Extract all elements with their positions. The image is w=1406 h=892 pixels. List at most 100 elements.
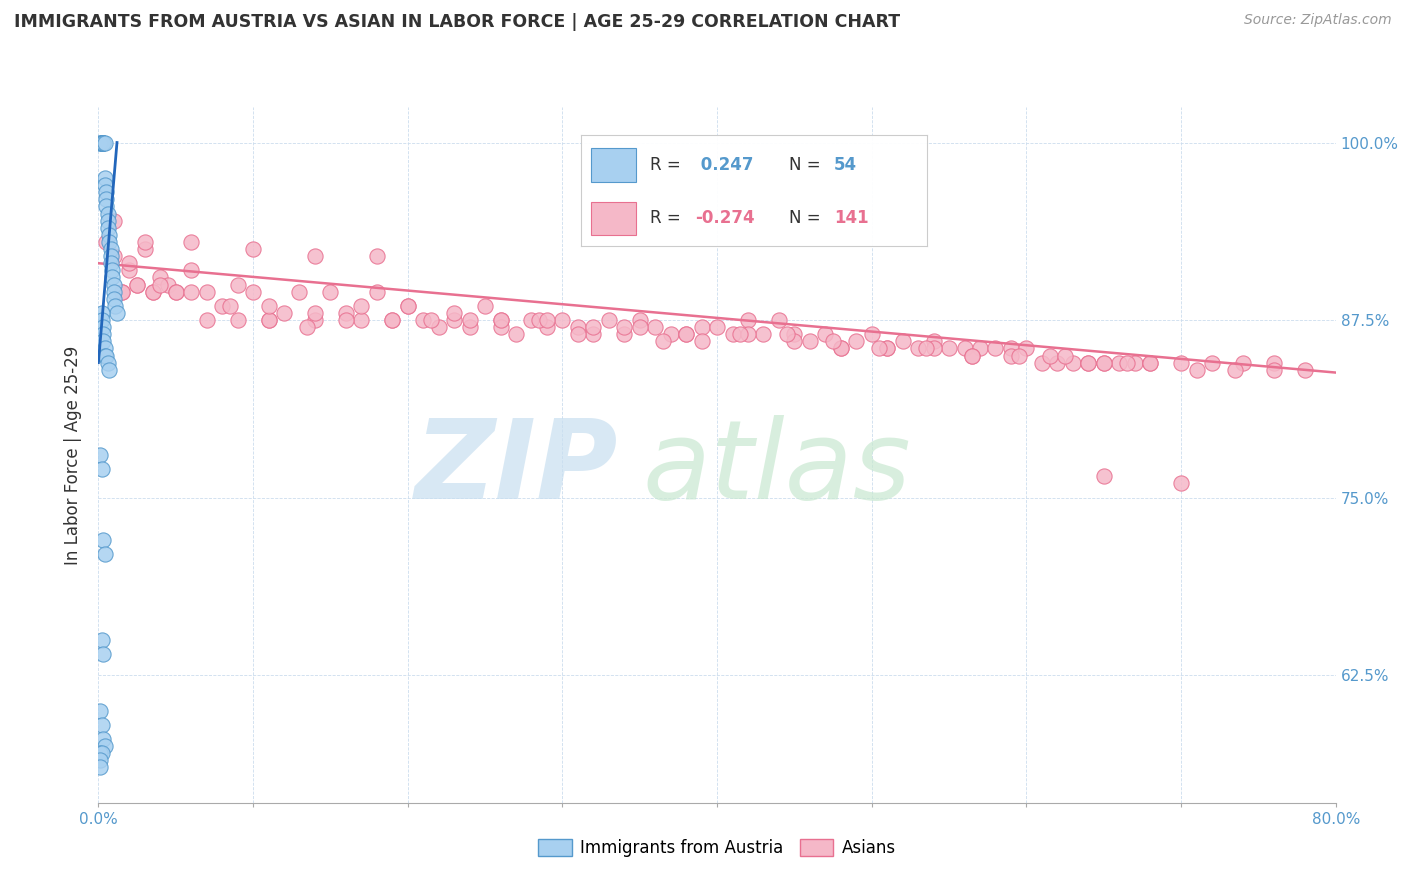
Point bbox=[91, 136, 114, 150]
Point bbox=[628, 320, 651, 334]
Point bbox=[297, 320, 319, 334]
Point bbox=[419, 313, 441, 327]
Point bbox=[118, 256, 141, 270]
Point bbox=[103, 277, 125, 292]
Point bbox=[915, 342, 938, 356]
Point bbox=[180, 263, 202, 277]
Text: R =: R = bbox=[650, 210, 686, 227]
Point bbox=[242, 285, 264, 299]
Point bbox=[706, 320, 728, 334]
Point bbox=[443, 306, 465, 320]
Point bbox=[768, 313, 790, 327]
Point bbox=[1263, 356, 1285, 370]
Point bbox=[529, 313, 551, 327]
Point bbox=[127, 277, 149, 292]
Point bbox=[90, 746, 112, 760]
Point bbox=[1185, 362, 1208, 376]
Point bbox=[1170, 356, 1192, 370]
Point bbox=[962, 349, 984, 363]
Text: IMMIGRANTS FROM AUSTRIA VS ASIAN IN LABOR FORCE | AGE 25-29 CORRELATION CHART: IMMIGRANTS FROM AUSTRIA VS ASIAN IN LABO… bbox=[14, 13, 900, 31]
Point bbox=[412, 313, 434, 327]
Point bbox=[89, 704, 111, 718]
Point bbox=[613, 327, 636, 342]
Point bbox=[304, 306, 326, 320]
Point bbox=[443, 313, 465, 327]
Point bbox=[90, 306, 112, 320]
Point bbox=[350, 313, 373, 327]
Point bbox=[96, 192, 118, 206]
Point bbox=[149, 270, 172, 285]
Point bbox=[1000, 342, 1022, 356]
Point bbox=[1116, 356, 1139, 370]
Point bbox=[134, 242, 156, 256]
Point bbox=[628, 313, 651, 327]
Point bbox=[93, 349, 115, 363]
Point bbox=[1223, 362, 1247, 376]
Point bbox=[821, 334, 844, 349]
Text: ZIP: ZIP bbox=[415, 416, 619, 523]
Point bbox=[91, 327, 114, 342]
Text: 141: 141 bbox=[834, 210, 869, 227]
Point bbox=[97, 213, 120, 227]
Point bbox=[180, 285, 202, 299]
Point bbox=[690, 320, 713, 334]
Point bbox=[458, 313, 481, 327]
Point bbox=[799, 334, 821, 349]
Point bbox=[721, 327, 744, 342]
Point bbox=[195, 285, 218, 299]
Point bbox=[211, 299, 233, 313]
Point bbox=[350, 299, 373, 313]
Point bbox=[118, 263, 141, 277]
Point bbox=[257, 313, 280, 327]
Point bbox=[1294, 362, 1316, 376]
Point bbox=[1062, 356, 1084, 370]
Point bbox=[613, 320, 636, 334]
Point bbox=[1077, 356, 1099, 370]
Point bbox=[1139, 356, 1161, 370]
Point bbox=[98, 235, 121, 249]
Point bbox=[659, 327, 682, 342]
Point bbox=[520, 313, 543, 327]
Point bbox=[91, 136, 114, 150]
Point bbox=[91, 136, 114, 150]
Point bbox=[89, 753, 111, 767]
Point bbox=[730, 327, 752, 342]
Point bbox=[226, 313, 249, 327]
Point bbox=[100, 256, 122, 270]
Point bbox=[876, 342, 898, 356]
Point bbox=[100, 242, 122, 256]
Point bbox=[1123, 356, 1146, 370]
Point bbox=[91, 320, 114, 334]
Point bbox=[1031, 356, 1053, 370]
Point bbox=[105, 306, 128, 320]
Point bbox=[91, 731, 114, 746]
Point bbox=[1077, 356, 1099, 370]
Point bbox=[1038, 349, 1062, 363]
Point bbox=[567, 327, 589, 342]
Point bbox=[962, 349, 984, 363]
Point bbox=[90, 462, 112, 476]
Point bbox=[104, 299, 127, 313]
Y-axis label: In Labor Force | Age 25-29: In Labor Force | Age 25-29 bbox=[65, 345, 83, 565]
Point bbox=[96, 349, 118, 363]
Point bbox=[93, 178, 115, 193]
Point bbox=[783, 327, 806, 342]
Point bbox=[536, 313, 558, 327]
Point bbox=[257, 313, 280, 327]
Point bbox=[90, 717, 112, 731]
Point bbox=[953, 342, 976, 356]
Text: 54: 54 bbox=[834, 156, 858, 174]
Point bbox=[922, 334, 945, 349]
Point bbox=[396, 299, 419, 313]
Point bbox=[366, 285, 388, 299]
Point bbox=[984, 342, 1007, 356]
Text: atlas: atlas bbox=[643, 416, 911, 523]
Point bbox=[90, 632, 112, 647]
Point bbox=[90, 136, 112, 150]
Point bbox=[1000, 349, 1022, 363]
Point bbox=[93, 739, 115, 753]
Point bbox=[288, 285, 311, 299]
Point bbox=[582, 320, 605, 334]
Point bbox=[103, 213, 125, 227]
Legend: Immigrants from Austria, Asians: Immigrants from Austria, Asians bbox=[531, 832, 903, 864]
